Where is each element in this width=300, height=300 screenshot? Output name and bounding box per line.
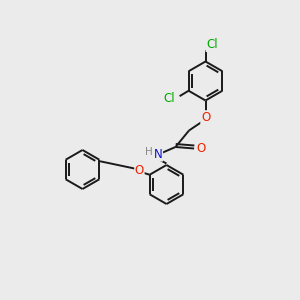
Text: O: O <box>201 111 210 124</box>
Text: Cl: Cl <box>206 38 218 52</box>
Text: O: O <box>135 164 144 177</box>
Text: O: O <box>196 142 205 155</box>
Text: N: N <box>154 148 163 161</box>
Text: Cl: Cl <box>164 92 175 105</box>
Text: H: H <box>145 146 152 157</box>
